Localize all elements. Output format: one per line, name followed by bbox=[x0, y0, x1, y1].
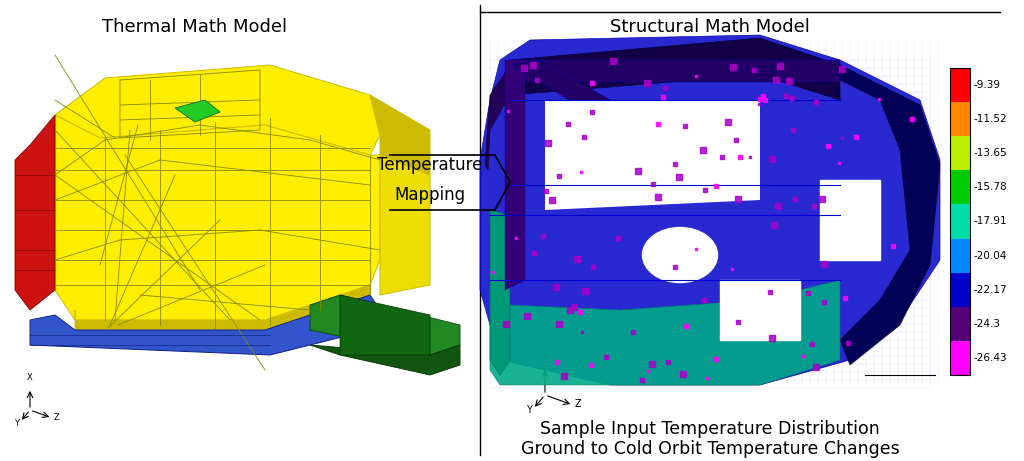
Bar bbox=[950, 272, 970, 307]
Bar bbox=[950, 170, 970, 204]
Polygon shape bbox=[75, 285, 370, 330]
Polygon shape bbox=[310, 295, 460, 355]
Text: Z: Z bbox=[54, 413, 59, 422]
Text: Sample Input Temperature Distribution: Sample Input Temperature Distribution bbox=[540, 420, 880, 438]
Polygon shape bbox=[490, 280, 840, 385]
Text: -13.65: -13.65 bbox=[973, 148, 1007, 158]
Polygon shape bbox=[505, 60, 525, 290]
Polygon shape bbox=[310, 345, 460, 375]
Text: Mapping: Mapping bbox=[394, 186, 466, 204]
Polygon shape bbox=[480, 35, 940, 385]
Polygon shape bbox=[370, 95, 430, 175]
Text: Temperature: Temperature bbox=[377, 156, 482, 174]
Bar bbox=[950, 102, 970, 136]
Polygon shape bbox=[55, 115, 380, 320]
Polygon shape bbox=[340, 295, 430, 355]
Text: Ground to Cold Orbit Temperature Changes: Ground to Cold Orbit Temperature Changes bbox=[520, 440, 899, 458]
Text: Structural Math Model: Structural Math Model bbox=[610, 18, 810, 36]
Bar bbox=[950, 204, 970, 238]
Text: Y: Y bbox=[526, 405, 531, 415]
Polygon shape bbox=[55, 65, 380, 155]
Polygon shape bbox=[840, 65, 940, 365]
Text: Z: Z bbox=[574, 399, 582, 409]
Bar bbox=[950, 68, 970, 375]
Polygon shape bbox=[15, 115, 55, 310]
Text: -11.52: -11.52 bbox=[973, 114, 1007, 124]
Bar bbox=[950, 307, 970, 341]
Bar bbox=[950, 341, 970, 375]
Polygon shape bbox=[510, 38, 840, 100]
Text: Thermal Math Model: Thermal Math Model bbox=[102, 18, 288, 36]
Text: -20.04: -20.04 bbox=[973, 251, 1007, 260]
Text: Y: Y bbox=[14, 419, 19, 428]
Text: -24.3: -24.3 bbox=[973, 319, 1000, 329]
Bar bbox=[950, 238, 970, 272]
Text: X: X bbox=[27, 373, 33, 382]
Text: -15.78: -15.78 bbox=[973, 183, 1007, 192]
Text: X: X bbox=[542, 351, 548, 361]
Ellipse shape bbox=[642, 227, 718, 283]
Bar bbox=[950, 136, 970, 170]
Polygon shape bbox=[545, 100, 760, 210]
Text: -17.91: -17.91 bbox=[973, 217, 1007, 226]
Polygon shape bbox=[175, 100, 220, 122]
Polygon shape bbox=[490, 210, 510, 375]
Text: -9.39: -9.39 bbox=[973, 80, 1000, 90]
Polygon shape bbox=[30, 295, 380, 355]
Polygon shape bbox=[720, 280, 800, 340]
Polygon shape bbox=[510, 60, 840, 82]
Polygon shape bbox=[485, 65, 510, 170]
Bar bbox=[950, 68, 970, 102]
Polygon shape bbox=[820, 180, 880, 260]
Text: -26.43: -26.43 bbox=[973, 353, 1007, 363]
Polygon shape bbox=[380, 155, 430, 295]
Polygon shape bbox=[510, 60, 760, 195]
Text: -22.17: -22.17 bbox=[973, 285, 1007, 295]
